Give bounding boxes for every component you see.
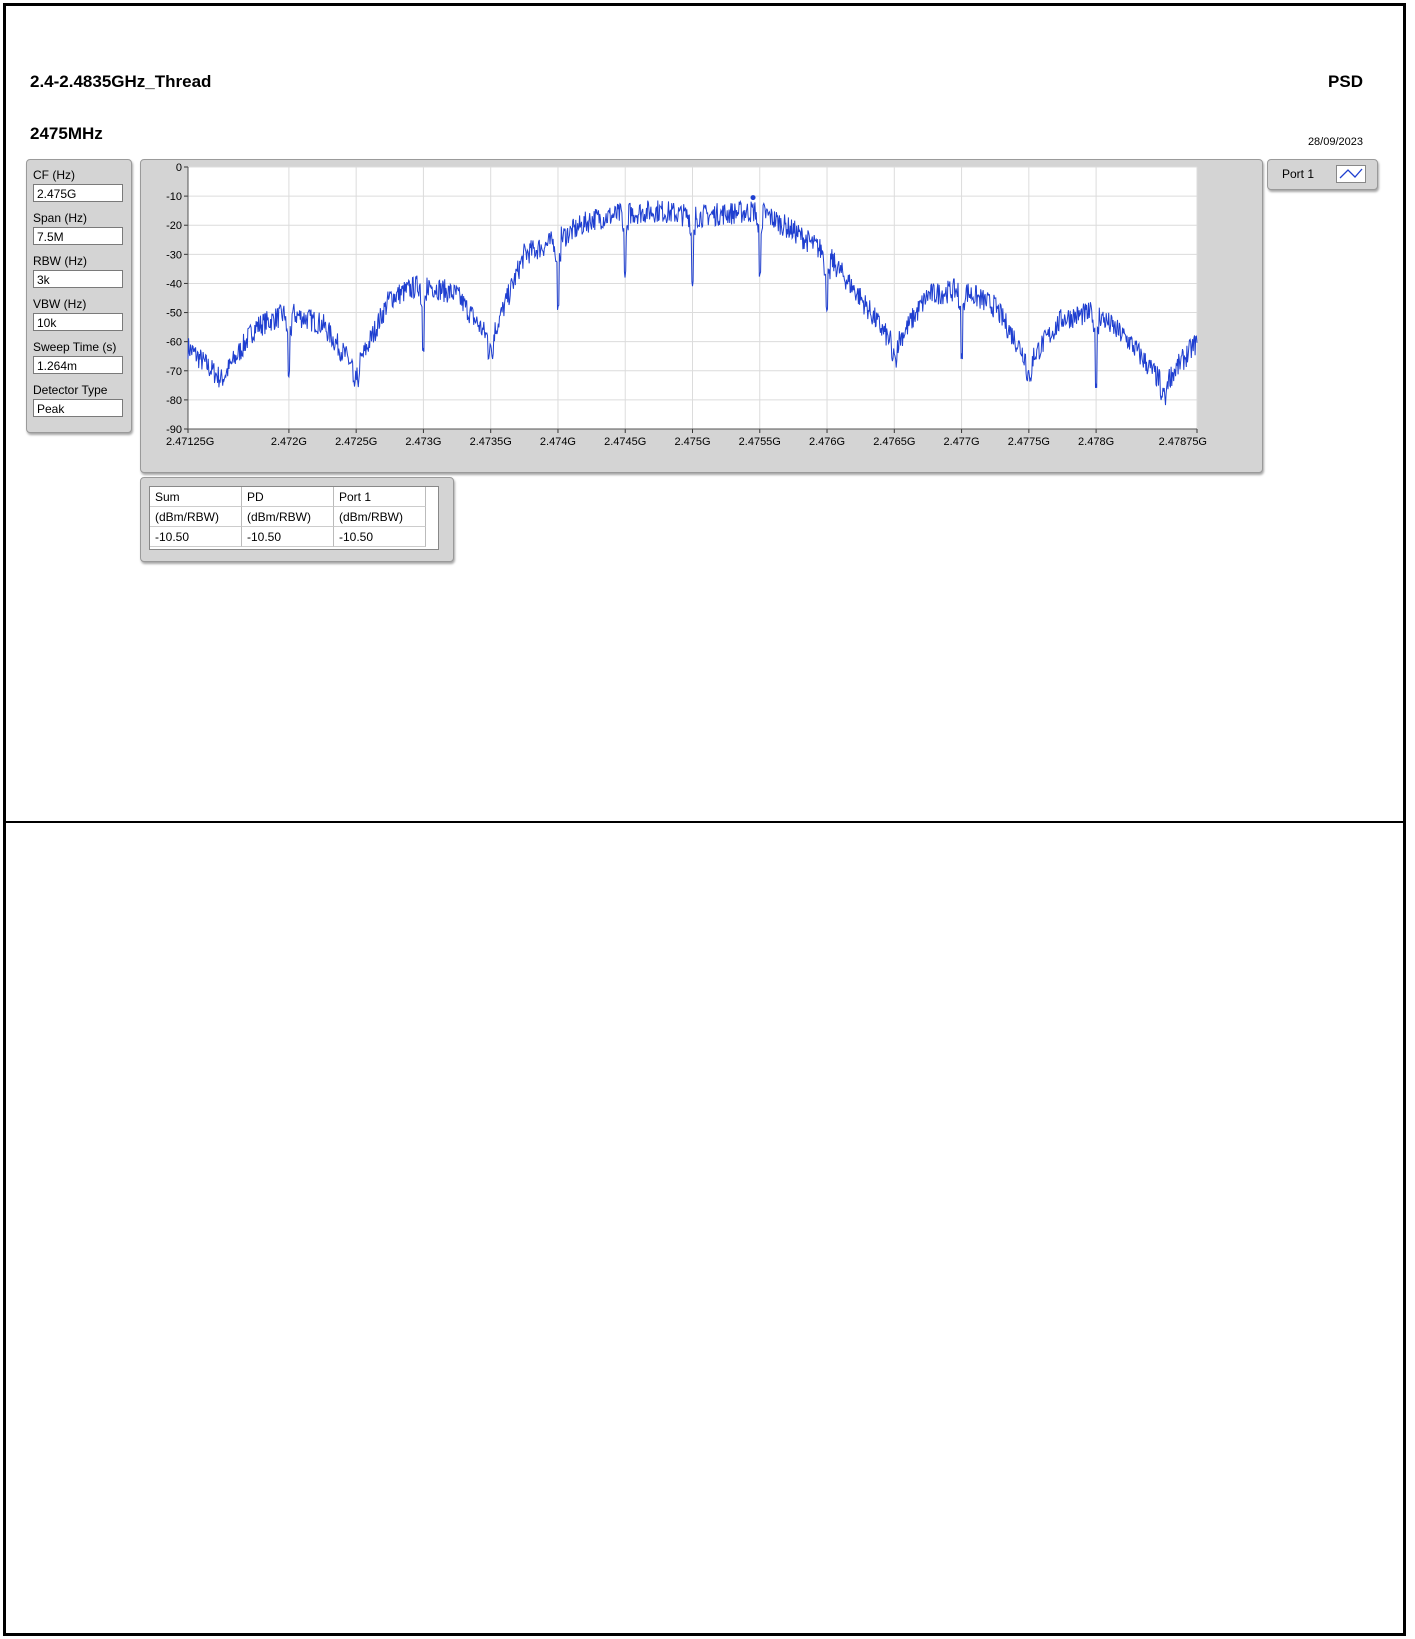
y-tick-label: -20	[166, 220, 182, 232]
table-unit: (dBm/RBW)	[334, 507, 426, 527]
x-tick-label: 2.47125G	[166, 436, 214, 448]
x-tick-label: 2.472G	[271, 436, 307, 448]
table-unit: (dBm/RBW)	[242, 507, 334, 527]
table-header: Port 1	[334, 487, 426, 507]
param-value-field[interactable]: 10k	[33, 313, 123, 331]
table-cell: -10.50	[150, 527, 242, 547]
measurement-type: PSD	[1328, 72, 1363, 91]
param-value-field[interactable]: Peak	[33, 399, 123, 417]
legend-line-swatch-icon[interactable]	[1336, 165, 1366, 183]
param-label: Span (Hz)	[33, 211, 88, 225]
y-tick-label: -80	[166, 395, 182, 407]
spectrum-chart[interactable]: 0 -10 -20 -30 -40 -50 -60 -70 -80 -902.47125G 2.47…	[141, 160, 1262, 472]
param-label: Sweep Time (s)	[33, 340, 117, 354]
param-label: CF (Hz)	[33, 168, 75, 182]
x-tick-label: 2.4745G	[604, 436, 646, 448]
param-value-field[interactable]: 2.475G	[33, 184, 123, 202]
y-tick-label: -50	[166, 308, 182, 320]
x-tick-label: 2.477G	[944, 436, 980, 448]
power-table-panel: Sum PD Port 1 (dBm/RBW) (dBm/RBW) (dBm/R…	[140, 477, 454, 562]
table-unit: (dBm/RBW)	[150, 507, 242, 527]
table-header: PD	[242, 487, 334, 507]
spectrum-chart-panel: 0 -10 -20 -30 -40 -50 -60 -70 -80 -90 2.47125G 2.47…	[140, 159, 1263, 473]
param-rbw: RBW (Hz) 3k	[33, 252, 123, 288]
param-value-field[interactable]: 7.5M	[33, 227, 123, 245]
x-tick-label: 2.478G	[1078, 436, 1114, 448]
line-plot-icon	[1339, 168, 1363, 179]
param-detector-type: Detector Type Peak	[33, 381, 123, 417]
param-label: Detector Type	[33, 383, 108, 397]
power-table: Sum PD Port 1 (dBm/RBW) (dBm/RBW) (dBm/R…	[149, 486, 439, 550]
y-tick-label: -70	[166, 366, 182, 378]
x-tick-label: 2.4735G	[470, 436, 512, 448]
plot-legend: Port 1	[1267, 159, 1378, 190]
y-tick-label: 0	[176, 162, 182, 174]
y-tick-label: -90	[166, 424, 182, 436]
param-value-field[interactable]: 3k	[33, 270, 123, 288]
peak-marker	[750, 195, 756, 201]
legend-label: Port 1	[1282, 167, 1315, 181]
channel-label: 2475MHz	[30, 124, 103, 143]
report-date: 28/09/2023	[1307, 136, 1363, 148]
x-tick-label: 2.476G	[809, 436, 845, 448]
port1-trace	[187, 199, 1198, 406]
y-tick-label: -60	[166, 337, 182, 349]
x-tick-label: 2.474G	[540, 436, 576, 448]
y-tick-label: -40	[166, 278, 182, 290]
param-vbw: VBW (Hz) 10k	[33, 295, 123, 331]
x-tick-label: 2.475G	[674, 436, 710, 448]
x-tick-label: 2.4775G	[1008, 436, 1050, 448]
parameters-panel: CF (Hz) 2.475G Span (Hz) 7.5M RBW (Hz) 3…	[26, 159, 132, 433]
page-divider	[3, 821, 1406, 823]
param-cf: CF (Hz) 2.475G	[33, 166, 123, 202]
x-tick-label: 2.47875G	[1159, 436, 1207, 448]
param-label: RBW (Hz)	[33, 254, 87, 268]
x-tick-label: 2.4725G	[335, 436, 377, 448]
report-title: 2.4-2.4835GHz_Thread	[30, 72, 212, 91]
y-tick-label: -30	[166, 249, 182, 261]
x-tick-label: 2.4765G	[873, 436, 915, 448]
table-cell: -10.50	[242, 527, 334, 547]
page-frame	[3, 3, 1406, 1636]
param-value-field[interactable]: 1.264m	[33, 356, 123, 374]
param-span: Span (Hz) 7.5M	[33, 209, 123, 245]
x-tick-label: 2.473G	[405, 436, 441, 448]
table-header: Sum	[150, 487, 242, 507]
table-cell: -10.50	[334, 527, 426, 547]
param-sweep-time: Sweep Time (s) 1.264m	[33, 338, 123, 374]
y-tick-label: -10	[166, 191, 182, 203]
x-tick-label: 2.4755G	[739, 436, 781, 448]
param-label: VBW (Hz)	[33, 297, 87, 311]
